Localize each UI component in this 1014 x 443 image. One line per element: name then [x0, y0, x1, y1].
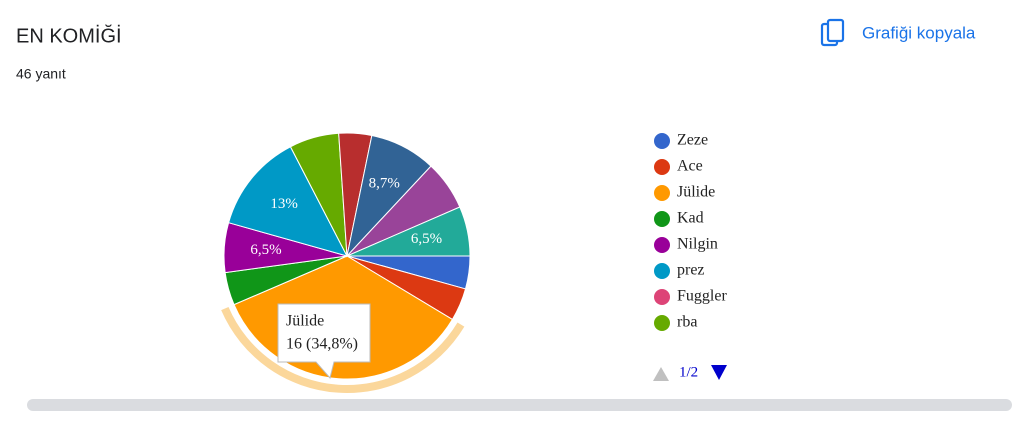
slice-label: 8,7% — [369, 175, 400, 191]
legend-swatch — [654, 263, 670, 279]
slice-highlight — [221, 307, 465, 393]
legend-swatch — [654, 237, 670, 253]
legend-swatch — [654, 185, 670, 201]
pager-label: 1/2 — [679, 364, 698, 380]
chart-title: EN KOMİĞİ — [16, 24, 122, 47]
pie-slice — [227, 146, 348, 257]
legend: Zeze Ace Jülide Kad Nilgin prez Fuggler rba — [654, 132, 727, 331]
legend-pager: 1/2 — [653, 364, 727, 381]
legend-label: Kad — [677, 210, 704, 227]
response-count: 46 yanıt — [16, 66, 66, 82]
slice-label: 6,5% — [411, 231, 442, 247]
tooltip-value: 16 (34,8%) — [286, 336, 358, 353]
legend-swatch — [654, 315, 670, 331]
pager-next[interactable] — [711, 365, 727, 380]
legend-label: Ace — [677, 158, 703, 175]
tooltip-box — [277, 303, 371, 380]
copy-chart-label[interactable]: Grafiği kopyala — [862, 23, 976, 42]
legend-label: Nilgin — [677, 236, 718, 253]
scrollbar[interactable] — [27, 399, 1012, 411]
copy-chart-button[interactable]: Grafiği kopyala — [820, 18, 976, 47]
legend-label: prez — [677, 262, 705, 279]
pie-slice — [346, 206, 471, 257]
tooltip-title: Jülide — [286, 313, 324, 330]
slice-label: 6,5% — [250, 242, 281, 258]
legend-swatch — [654, 211, 670, 227]
legend-label: Fuggler — [677, 288, 727, 305]
tooltip: Jülide 16 (34,8%) — [277, 303, 371, 380]
slice-label: 13% — [270, 196, 298, 212]
legend-label: rba — [677, 314, 697, 331]
legend-swatch — [654, 159, 670, 175]
pager-prev[interactable] — [653, 367, 669, 381]
legend-label: Zeze — [677, 132, 708, 149]
legend-label: Jülide — [677, 184, 715, 201]
copy-icon — [826, 18, 845, 43]
legend-swatch — [654, 289, 670, 305]
legend-swatch — [654, 133, 670, 149]
